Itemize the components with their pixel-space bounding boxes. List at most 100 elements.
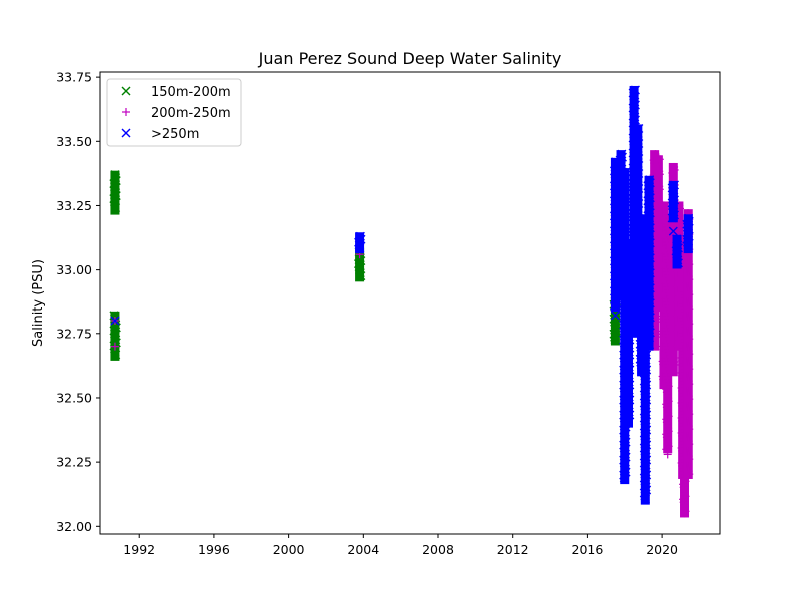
x-tick-label: 2004: [347, 542, 379, 557]
data-point: [668, 193, 678, 203]
data-point: [640, 494, 650, 504]
x-tick-label: 2000: [273, 542, 305, 557]
y-tick-label: 33.75: [56, 70, 92, 85]
data-point: [645, 220, 655, 230]
data-point: [680, 509, 689, 518]
data-point: [641, 407, 651, 417]
legend-label: 150m-200m: [151, 85, 231, 100]
data-point: [645, 325, 655, 335]
data-point: [641, 392, 651, 402]
data-point: [354, 240, 364, 250]
legend-label: 200m-250m: [151, 106, 231, 121]
x-tick-label: 2016: [572, 542, 604, 557]
data-point: [624, 392, 634, 402]
data-point: [624, 377, 634, 387]
data-point: [645, 280, 655, 290]
y-tick-label: 32.50: [56, 390, 92, 405]
data-point: [667, 213, 677, 223]
x-tick-label: 2020: [646, 542, 678, 557]
data-point: [355, 253, 365, 263]
data-point: [624, 407, 634, 417]
data-point: [619, 470, 629, 480]
data-point: [662, 445, 671, 454]
data-point: [620, 224, 630, 234]
data-point: [628, 328, 638, 338]
axis-ticks: 1992 1996 2000 2004 2008 2012 2016 2020 32.00 32.…: [56, 70, 678, 557]
x-tick-label: 2008: [422, 542, 454, 557]
data-point: [641, 467, 651, 477]
data-point: [630, 97, 640, 107]
data-point: [610, 332, 620, 342]
data-point: [684, 228, 694, 238]
data-point: [633, 135, 643, 145]
data-point: [624, 347, 634, 357]
data-point: [633, 195, 643, 205]
y-axis-label: Salinity (PSU): [31, 259, 46, 347]
data-point: [110, 180, 120, 190]
data-point: [641, 482, 651, 492]
data-point: [620, 434, 630, 444]
data-point: [685, 470, 694, 479]
data-point: [669, 207, 679, 217]
data-point: [633, 165, 643, 175]
data-point: [622, 413, 632, 423]
data-point: [644, 337, 654, 347]
data-cluster: [683, 209, 693, 479]
legend-marker: [121, 86, 131, 96]
chart-title: Juan Perez Sound Deep Water Salinity: [258, 49, 562, 68]
data-point: [111, 350, 121, 360]
legend-label: >250m: [151, 127, 199, 142]
data-point: [111, 173, 121, 183]
data-point: [645, 235, 655, 245]
data-point: [355, 265, 365, 275]
series-1: [109, 170, 621, 361]
data-point: [623, 416, 633, 426]
data-point: [645, 190, 655, 200]
data-point: [641, 362, 651, 372]
y-tick-label: 32.25: [56, 455, 92, 470]
data-point: [668, 366, 677, 375]
data-point: [624, 362, 634, 372]
data-point: [111, 188, 121, 198]
data-point: [684, 243, 694, 253]
data-point: [620, 209, 630, 219]
data-point: [633, 150, 643, 160]
data-point: [673, 255, 683, 265]
legend: 150m-200m 200m-250m >250m: [106, 78, 242, 147]
data-point: [611, 323, 621, 333]
x-tick-label: 1992: [123, 542, 155, 557]
data-point: [684, 213, 694, 223]
data-point: [619, 473, 629, 483]
y-tick-label: 32.00: [56, 519, 92, 534]
data-point: [645, 340, 655, 350]
data-point: [683, 240, 693, 250]
data-point: [641, 437, 651, 447]
data-point: [645, 310, 655, 320]
series-2: [110, 150, 694, 518]
data-point: [617, 149, 627, 159]
data-point: [620, 464, 630, 474]
data-point: [110, 316, 120, 326]
data-point: [355, 243, 365, 253]
data-point: [641, 377, 651, 387]
data-point: [640, 491, 650, 501]
data-point: [663, 450, 672, 459]
x-tick-label: 1996: [198, 542, 230, 557]
data-point: [645, 295, 655, 305]
data-point: [110, 342, 119, 351]
data-point: [645, 265, 655, 275]
plot-frame: [99, 71, 721, 535]
data-point: [630, 112, 640, 122]
data-point: [645, 175, 655, 185]
data-point: [645, 205, 655, 215]
data-point: [355, 236, 365, 246]
data-point: [609, 301, 619, 311]
data-point: [668, 226, 678, 236]
y-tick-label: 32.75: [56, 326, 92, 341]
data-point: [110, 195, 120, 205]
data-point: [355, 268, 365, 278]
data-point: [620, 194, 630, 204]
data-point: [620, 449, 630, 459]
legend-box: [106, 78, 242, 147]
